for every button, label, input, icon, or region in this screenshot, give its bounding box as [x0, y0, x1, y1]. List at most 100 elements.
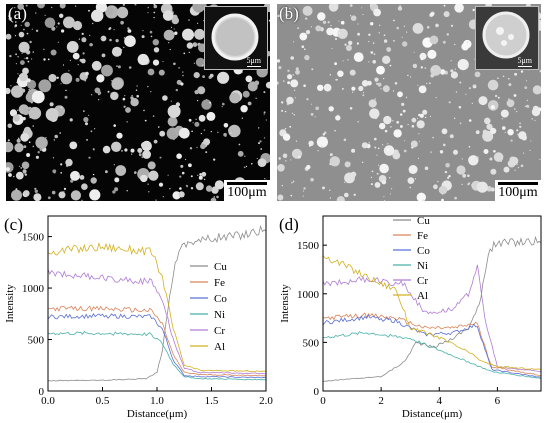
particle [11, 85, 24, 98]
particle [329, 197, 332, 199]
particle [109, 38, 112, 42]
particle [316, 136, 328, 148]
particle [183, 52, 186, 55]
particle [243, 166, 246, 169]
series-line-ni [322, 331, 542, 379]
particle [182, 74, 184, 77]
particle [81, 37, 87, 43]
particle [476, 181, 488, 193]
particle [349, 69, 356, 76]
particle [349, 107, 353, 110]
particle [61, 29, 65, 33]
particle [210, 197, 217, 201]
particle [14, 143, 24, 153]
particle [128, 66, 132, 69]
particle [113, 29, 115, 31]
particle [352, 91, 354, 93]
particle [237, 150, 244, 157]
particle [431, 69, 433, 71]
particle [198, 114, 206, 122]
particle [383, 78, 385, 80]
particle [476, 156, 479, 159]
particle [190, 175, 193, 178]
particle [294, 97, 296, 99]
particle [370, 22, 374, 26]
particle [169, 188, 171, 190]
particle [411, 124, 415, 128]
particle [419, 113, 424, 118]
particle [59, 132, 62, 134]
particle [58, 191, 66, 199]
particle [121, 49, 123, 51]
particle [435, 96, 437, 99]
particle [317, 150, 319, 152]
x-tick-label: 0 [320, 395, 326, 407]
particle [114, 177, 120, 183]
particle [285, 13, 289, 17]
particle [217, 131, 219, 133]
particle [362, 13, 364, 16]
particle [500, 160, 502, 162]
particle [110, 92, 112, 95]
series-line-cr [47, 269, 267, 375]
particle [141, 142, 148, 149]
particle [497, 77, 499, 79]
particle [426, 82, 428, 85]
particle [382, 85, 390, 93]
particle [284, 110, 287, 113]
particle [439, 150, 444, 154]
particle [115, 165, 127, 176]
particle [158, 182, 164, 187]
particle [15, 171, 24, 180]
particle [29, 117, 31, 119]
particle [127, 27, 130, 30]
particle [22, 169, 27, 174]
particle [454, 72, 456, 74]
inset-image-b: 5μm [475, 6, 539, 70]
legend-entry: Al [214, 341, 225, 353]
particle [376, 65, 385, 75]
particle [197, 174, 199, 176]
particle [315, 25, 322, 32]
particle [90, 94, 93, 96]
panel-label: (c) [4, 215, 23, 234]
particle [504, 131, 506, 133]
particle [22, 108, 30, 116]
particle [362, 161, 364, 163]
particle [124, 95, 126, 97]
particle [124, 35, 136, 47]
particle [386, 47, 392, 52]
particle [147, 12, 149, 14]
particle [168, 42, 170, 44]
particle [447, 176, 450, 179]
particle [345, 45, 352, 51]
particle [37, 4, 45, 9]
particle [442, 40, 446, 44]
particle [403, 25, 405, 27]
particle [140, 174, 148, 183]
particle [517, 133, 519, 136]
panel-label-b: (b) [279, 4, 299, 23]
particle [178, 67, 180, 69]
particle [451, 135, 454, 138]
particle [478, 96, 488, 106]
particle [178, 191, 185, 198]
particle [86, 138, 89, 141]
particle [393, 129, 402, 138]
particle [454, 4, 464, 13]
particle [175, 102, 181, 107]
particle [229, 131, 233, 135]
particle [438, 185, 448, 195]
particle [344, 181, 346, 183]
particle [290, 79, 299, 88]
particle [445, 162, 450, 168]
particle-field-b [277, 4, 541, 201]
particle [121, 150, 123, 152]
particle [48, 74, 57, 82]
particle [392, 120, 394, 122]
particle [110, 91, 119, 101]
particle [238, 143, 241, 146]
particle [24, 57, 26, 59]
particle [508, 103, 510, 105]
particle [89, 43, 93, 47]
